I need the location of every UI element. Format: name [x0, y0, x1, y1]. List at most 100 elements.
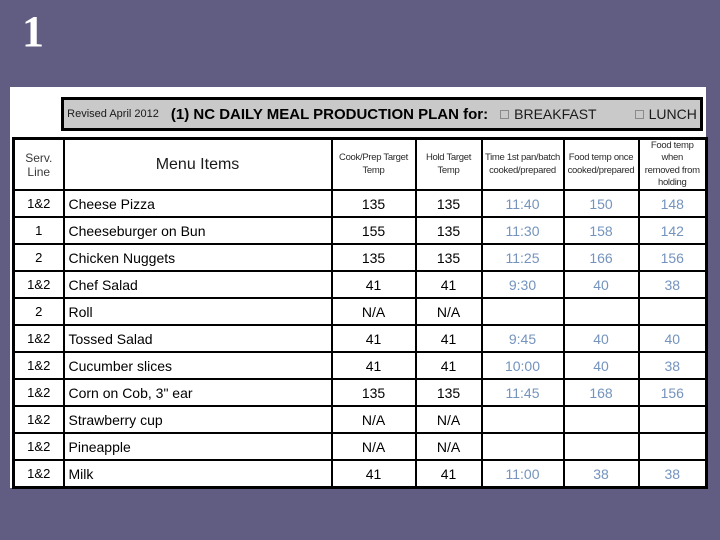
hold-temp-cell: 41 [414, 324, 483, 354]
temp-once-cell: 150 [562, 189, 640, 219]
serving-line-cell: 1&2 [12, 351, 65, 381]
temp-once-cell: 158 [562, 216, 640, 246]
hold-temp-cell: 41 [414, 459, 483, 489]
table-row: 1&2 Pineapple N/A N/A [12, 432, 708, 462]
menu-item-cell: Strawberry cup [62, 405, 333, 435]
temp-removed-cell: 40 [637, 324, 708, 354]
cook-temp-cell: N/A [330, 297, 417, 327]
cook-temp-cell: 155 [330, 216, 417, 246]
table-row: 1&2 Milk 41 41 11:00 38 38 [12, 459, 708, 489]
hold-temp-cell: N/A [414, 405, 483, 435]
temp-removed-cell: 38 [637, 459, 708, 489]
hold-temp-cell: 41 [414, 351, 483, 381]
temp-once-cell: 40 [562, 324, 640, 354]
serving-line-cell: 2 [12, 297, 65, 327]
meal-production-table: Serv. Line Menu Items Cook/Prep Target T… [12, 137, 708, 489]
time-cell: 11:00 [480, 459, 565, 489]
time-cell: 11:45 [480, 378, 565, 408]
cook-temp-cell: 41 [330, 459, 417, 489]
header-serving-line: Serv. Line [12, 137, 65, 192]
serving-line-cell: 1 [12, 216, 65, 246]
cook-temp-cell: 41 [330, 351, 417, 381]
breakfast-checkbox-icon [500, 109, 510, 119]
table-row: 1&2 Corn on Cob, 3" ear 135 135 11:45 168 156 [12, 378, 708, 408]
breakfast-label: BREAKFAST [514, 106, 597, 122]
header-temp-once-cooked: Food temp once cooked/prepared [562, 137, 640, 192]
temp-removed-cell: 148 [637, 189, 708, 219]
cook-temp-cell: 135 [330, 189, 417, 219]
hold-temp-cell: 135 [414, 243, 483, 273]
temp-removed-cell [637, 405, 708, 435]
temp-removed-cell: 156 [637, 378, 708, 408]
time-cell [480, 405, 565, 435]
hold-temp-cell: N/A [414, 297, 483, 327]
temp-once-cell: 166 [562, 243, 640, 273]
breakfast-option: BREAKFAST [500, 106, 597, 122]
time-cell [480, 297, 565, 327]
hold-temp-cell: 135 [414, 378, 483, 408]
temp-removed-cell: 38 [637, 270, 708, 300]
temp-once-cell: 38 [562, 459, 640, 489]
table-body: 1&2 Cheese Pizza 135 135 11:40 150 148 1 Cheeseb… [12, 189, 708, 489]
table-row: 2 Roll N/A N/A [12, 297, 708, 327]
temp-removed-cell [637, 297, 708, 327]
cook-temp-cell: 41 [330, 270, 417, 300]
temp-once-cell: 168 [562, 378, 640, 408]
table-header-row: Serv. Line Menu Items Cook/Prep Target T… [12, 137, 708, 192]
menu-item-cell: Cheese Pizza [62, 189, 333, 219]
cook-temp-cell: 135 [330, 378, 417, 408]
temp-once-cell: 40 [562, 351, 640, 381]
temp-once-cell [562, 432, 640, 462]
temp-once-cell: 40 [562, 270, 640, 300]
table-row: 1&2 Strawberry cup N/A N/A [12, 405, 708, 435]
header-time-first-batch: Time 1st pan/batch cooked/prepared [480, 137, 565, 192]
serving-line-cell: 2 [12, 243, 65, 273]
menu-item-cell: Corn on Cob, 3" ear [62, 378, 333, 408]
time-cell: 9:45 [480, 324, 565, 354]
serving-line-cell: 1&2 [12, 270, 65, 300]
revised-date-label: Revised April 2012 [67, 108, 159, 120]
temp-once-cell [562, 405, 640, 435]
menu-item-cell: Cheeseburger on Bun [62, 216, 333, 246]
serving-line-cell: 1&2 [12, 459, 65, 489]
temp-removed-cell [637, 432, 708, 462]
cook-temp-cell: N/A [330, 432, 417, 462]
lunch-checkbox-icon [634, 109, 644, 119]
temp-removed-cell: 142 [637, 216, 708, 246]
table-row: 1&2 Tossed Salad 41 41 9:45 40 40 [12, 324, 708, 354]
time-cell: 11:30 [480, 216, 565, 246]
menu-item-cell: Roll [62, 297, 333, 327]
slide-number: 1 [22, 7, 44, 56]
menu-item-cell: Pineapple [62, 432, 333, 462]
time-cell: 10:00 [480, 351, 565, 381]
time-cell: 9:30 [480, 270, 565, 300]
time-cell [480, 432, 565, 462]
serving-line-cell: 1&2 [12, 324, 65, 354]
temp-once-cell [562, 297, 640, 327]
header-cook-prep-temp: Cook/Prep Target Temp [330, 137, 417, 192]
menu-item-cell: Cucumber slices [62, 351, 333, 381]
plan-title-bar: Revised April 2012 (1) NC DAILY MEAL PRO… [61, 97, 703, 131]
serving-line-cell: 1&2 [12, 378, 65, 408]
menu-item-cell: Chicken Nuggets [62, 243, 333, 273]
serving-line-cell: 1&2 [12, 189, 65, 219]
hold-temp-cell: N/A [414, 432, 483, 462]
time-cell: 11:25 [480, 243, 565, 273]
lunch-label: LUNCH [648, 106, 697, 122]
hold-temp-cell: 41 [414, 270, 483, 300]
time-cell: 11:40 [480, 189, 565, 219]
table-row: 1&2 Cheese Pizza 135 135 11:40 150 148 [12, 189, 708, 219]
table-row: 2 Chicken Nuggets 135 135 11:25 166 156 [12, 243, 708, 273]
menu-item-cell: Chef Salad [62, 270, 333, 300]
cook-temp-cell: N/A [330, 405, 417, 435]
table-row: 1&2 Chef Salad 41 41 9:30 40 38 [12, 270, 708, 300]
hold-temp-cell: 135 [414, 189, 483, 219]
cook-temp-cell: 135 [330, 243, 417, 273]
header-hold-target-temp: Hold Target Temp [414, 137, 483, 192]
cook-temp-cell: 41 [330, 324, 417, 354]
serving-line-cell: 1&2 [12, 432, 65, 462]
temp-removed-cell: 38 [637, 351, 708, 381]
plan-title: (1) NC DAILY MEAL PRODUCTION PLAN for: [170, 105, 489, 123]
menu-item-cell: Milk [62, 459, 333, 489]
header-temp-when-removed: Food temp when removed from holding [637, 137, 708, 192]
